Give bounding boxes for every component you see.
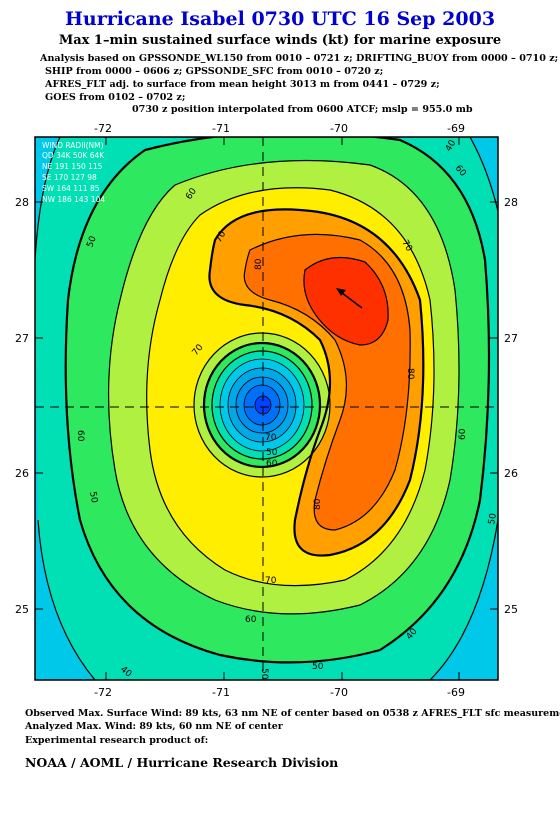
y-tick-left: 26 xyxy=(15,467,29,480)
wind-radii-row-nw: NW 186 143 104 xyxy=(42,195,105,204)
wind-radii-title: WIND RADII(NM) xyxy=(42,141,104,150)
y-tick-right: 25 xyxy=(504,603,518,616)
wind-radii-row-sw: SW 164 111 85 xyxy=(42,184,100,193)
y-tick-left: 25 xyxy=(15,603,29,616)
x-tick-bottom: -72 xyxy=(94,686,112,699)
contour-label: 80 xyxy=(405,368,415,380)
x-tick-bottom: -70 xyxy=(330,686,348,699)
x-tick-bottom: -69 xyxy=(447,686,465,699)
map-frame xyxy=(34,136,499,681)
x-tick-bottom: -71 xyxy=(212,686,230,699)
contour-label: 70 xyxy=(265,576,277,586)
contour-label: 70 xyxy=(265,433,277,443)
analysis-line-2: SHIP from 0000 – 0606 z; GPSSONDE_SFC fr… xyxy=(45,66,384,77)
contour-label: 50 xyxy=(312,662,324,672)
x-tick-top: -72 xyxy=(94,122,112,135)
y-tick-left: 27 xyxy=(15,332,29,345)
contour-label: 50 xyxy=(87,491,99,504)
wind-radii-header: QD 34K 50K 64K xyxy=(42,151,105,160)
observed-max-wind: Observed Max. Surface Wind: 89 kts, 63 n… xyxy=(25,708,560,719)
contour-label: 60 xyxy=(75,430,85,442)
position-note: 0730 z position interpolated from 0600 A… xyxy=(132,104,473,115)
contour-label: 50 xyxy=(85,235,98,249)
contour-label: 50 xyxy=(259,668,269,680)
contour-label: 60 xyxy=(458,428,468,440)
wind-radii-table: WIND RADII(NM) QD 34K 50K 64K NE 191 150… xyxy=(42,141,105,204)
x-tick-top: -69 xyxy=(447,122,465,135)
tick-marks xyxy=(35,137,498,680)
organization-name: NOAA / AOML / Hurricane Research Divisio… xyxy=(25,755,339,770)
contour-label: 80 xyxy=(254,258,264,270)
contour-label: 60 xyxy=(245,615,257,625)
contour-label: 50 xyxy=(266,448,278,458)
y-tick-right: 27 xyxy=(504,332,518,345)
storm-motion-arrowhead xyxy=(336,288,346,296)
chart-subtitle: Max 1–min sustained surface winds (kt) f… xyxy=(58,33,502,48)
contour-label: 60 xyxy=(266,459,278,469)
analysis-line-3: AFRES_FLT adj. to surface from mean heig… xyxy=(45,79,440,90)
x-tick-top: -71 xyxy=(212,122,230,135)
analyzed-max-wind: Analyzed Max. Wind: 89 kts, 60 nm NE of … xyxy=(25,721,283,732)
product-note: Experimental research product of: xyxy=(25,735,209,746)
y-tick-left: 28 xyxy=(15,196,29,209)
wind-radii-row-ne: NE 191 150 115 xyxy=(42,162,103,171)
y-tick-right: 26 xyxy=(504,467,518,480)
chart-title: Hurricane Isabel 0730 UTC 16 Sep 2003 xyxy=(64,8,496,30)
eye-center xyxy=(255,396,271,414)
contour-label: 50 xyxy=(487,512,499,525)
contour-label: 80 xyxy=(313,498,323,510)
wind-radii-row-se: SE 170 127 98 xyxy=(42,173,97,182)
analysis-line-1: Analysis based on GPSSONDE_WL150 from 00… xyxy=(40,53,559,64)
analysis-line-4: GOES from 0102 – 0702 z; xyxy=(45,92,186,103)
y-tick-right: 28 xyxy=(504,196,518,209)
x-tick-top: -70 xyxy=(330,122,348,135)
wind-peak xyxy=(303,257,389,345)
